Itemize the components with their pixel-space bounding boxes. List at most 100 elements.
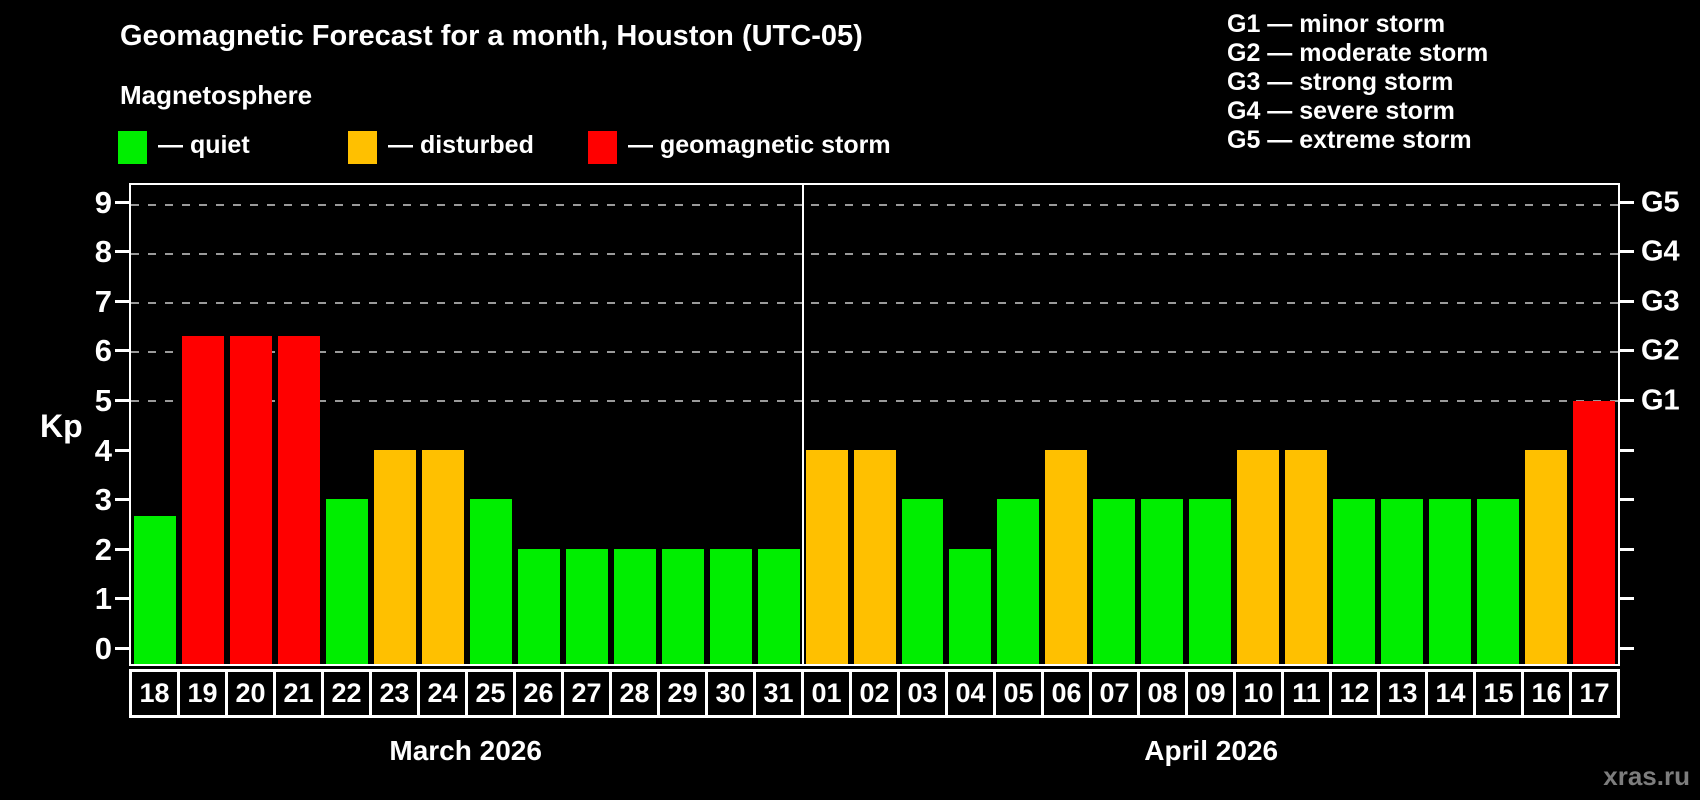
legend-swatch-disturbed xyxy=(348,131,377,164)
g-scale-label-g2: G2 xyxy=(1641,334,1680,367)
right-tick-kp-5 xyxy=(1620,398,1634,402)
day-label-03: 03 xyxy=(900,672,948,715)
kp-bar-storm xyxy=(1573,401,1616,664)
left-tick-kp-3 xyxy=(115,498,129,502)
y-axis-labels: 0 1 2 3 4 5 6 7 8 9 xyxy=(0,183,112,666)
day-label-29: 29 xyxy=(660,672,708,715)
kp-bar-quiet xyxy=(709,548,752,664)
y-axis-label-4: 4 xyxy=(94,432,112,468)
bar-slot-day-20 xyxy=(227,185,275,664)
day-label-23: 23 xyxy=(372,672,420,715)
day-label-01: 01 xyxy=(804,672,852,715)
bar-slot-day-17 xyxy=(1570,185,1618,664)
day-label-12: 12 xyxy=(1332,672,1380,715)
kp-bar-storm xyxy=(229,335,272,664)
y-axis-title: Kp xyxy=(40,408,83,444)
day-label-09: 09 xyxy=(1188,672,1236,715)
gridline-kp-9 xyxy=(131,203,1618,206)
bar-slot-day-31 xyxy=(755,185,803,664)
bar-slot-day-01 xyxy=(803,185,851,664)
month-label-0: March 2026 xyxy=(389,735,542,766)
left-tick-kp-7 xyxy=(115,299,129,303)
kp-bar-disturbed xyxy=(853,450,896,664)
kp-bar-disturbed xyxy=(1285,450,1328,664)
y-axis-label-5: 5 xyxy=(94,382,112,418)
bar-slot-day-04 xyxy=(946,185,994,664)
month-label-1: April 2026 xyxy=(1144,735,1279,766)
bar-slot-day-28 xyxy=(611,185,659,664)
bar-slot-day-08 xyxy=(1138,185,1186,664)
bar-slot-day-24 xyxy=(419,185,467,664)
day-label-05: 05 xyxy=(996,672,1044,715)
g-scale-label-g3: G3 xyxy=(1641,285,1680,318)
bar-slot-day-15 xyxy=(1474,185,1522,664)
bar-slot-day-11 xyxy=(1282,185,1330,664)
storm-scale-line-g4: G4 — severe storm xyxy=(1227,97,1455,125)
storm-scale-legend: G1 — minor storm G2 — moderate storm G3 — … xyxy=(1227,10,1488,155)
bar-slot-day-25 xyxy=(467,185,515,664)
kp-bar-quiet xyxy=(1333,499,1376,664)
y-axis-label-1: 1 xyxy=(94,581,112,617)
day-label-19: 19 xyxy=(180,672,228,715)
legend-label: — geomagnetic storm xyxy=(628,131,891,159)
left-tick-kp-6 xyxy=(115,349,129,353)
day-label-18: 18 xyxy=(132,672,180,715)
kp-bar-quiet xyxy=(1141,499,1184,664)
legend-swatch-storm xyxy=(588,131,617,164)
day-label-30: 30 xyxy=(708,672,756,715)
bar-slot-day-05 xyxy=(994,185,1042,664)
right-tick-kp-9 xyxy=(1620,200,1634,204)
day-label-28: 28 xyxy=(612,672,660,715)
day-label-20: 20 xyxy=(228,672,276,715)
day-label-22: 22 xyxy=(324,672,372,715)
kp-bar-quiet xyxy=(469,499,512,664)
storm-scale-line-g3: G3 — strong storm xyxy=(1227,68,1454,96)
right-tick-kp-4 xyxy=(1620,448,1634,452)
left-tick-kp-0 xyxy=(115,646,129,650)
bar-slot-day-07 xyxy=(1090,185,1138,664)
bar-slot-day-09 xyxy=(1186,185,1234,664)
day-label-08: 08 xyxy=(1140,672,1188,715)
kp-bar-disturbed xyxy=(1045,450,1088,664)
bar-slot-day-26 xyxy=(515,185,563,664)
day-label-13: 13 xyxy=(1380,672,1428,715)
kp-bar-quiet xyxy=(949,548,992,664)
day-label-31: 31 xyxy=(756,672,804,715)
storm-scale-line-g2: G2 — moderate storm xyxy=(1227,39,1489,67)
kp-bar-quiet xyxy=(1429,499,1472,664)
day-label-25: 25 xyxy=(468,672,516,715)
right-tick-kp-2 xyxy=(1620,547,1634,551)
storm-scale-line-g1: G1 — minor storm xyxy=(1227,10,1446,38)
right-tick-kp-6 xyxy=(1620,349,1634,353)
bar-slot-day-13 xyxy=(1378,185,1426,664)
x-axis-day-labels: 18 19 20 21 22 23 24 25 26 27 28 29 30 31 01 02 03 04 05 06… xyxy=(129,669,1620,718)
g-scale-label-g1: G1 xyxy=(1641,384,1680,417)
watermark: xras.ru xyxy=(1603,761,1690,791)
month-divider-line xyxy=(801,185,804,664)
kp-bar-storm xyxy=(181,335,224,664)
day-label-06: 06 xyxy=(1044,672,1092,715)
kp-bar-disturbed xyxy=(373,450,416,664)
left-tick-kp-8 xyxy=(115,250,129,254)
plot-area xyxy=(129,183,1620,666)
gridline-kp-7 xyxy=(131,301,1618,304)
x-axis-month-labels: March 2026 April 2026 xyxy=(129,735,1620,771)
bar-slot-day-27 xyxy=(563,185,611,664)
right-tick-kp-8 xyxy=(1620,250,1634,254)
gridline-kp-6 xyxy=(131,351,1618,354)
magnetosphere-label: Magnetosphere xyxy=(120,80,313,110)
kp-bar-storm xyxy=(277,335,320,664)
day-label-11: 11 xyxy=(1284,672,1332,715)
day-label-17: 17 xyxy=(1579,678,1610,708)
y-axis-label-9: 9 xyxy=(94,184,112,220)
bar-slot-day-30 xyxy=(707,185,755,664)
y-axis-label-0: 0 xyxy=(94,630,112,666)
right-tick-kp-1 xyxy=(1620,597,1634,601)
bar-slot-day-16 xyxy=(1522,185,1570,664)
kp-bar-quiet xyxy=(1477,499,1520,664)
y-axis-label-8: 8 xyxy=(94,234,112,270)
g-scale-axis-labels: G1 G2 G3 G4 G5 xyxy=(1641,183,1700,666)
kp-bar-disturbed xyxy=(1237,450,1280,664)
kp-bar-quiet xyxy=(1381,499,1424,664)
bar-slot-day-23 xyxy=(371,185,419,664)
